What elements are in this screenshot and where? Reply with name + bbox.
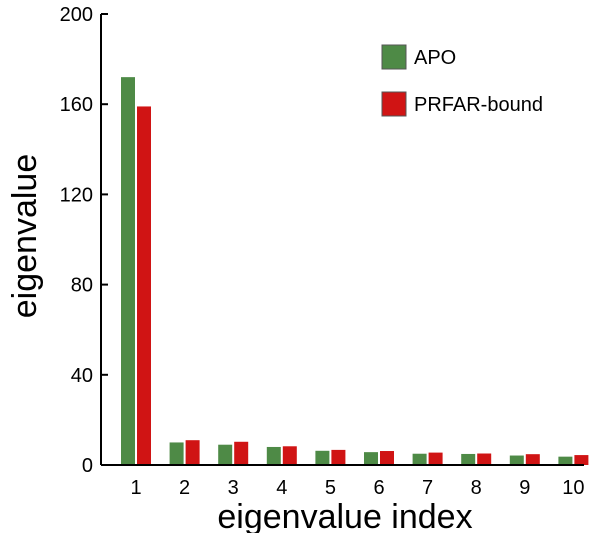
bar-prfar-bound-5 — [331, 449, 346, 465]
y-tick-label: 160 — [60, 94, 93, 116]
bar-apo-1 — [121, 77, 135, 465]
legend-label-prfar-bound: PRFAR-bound — [414, 94, 543, 116]
bar-apo-4 — [266, 446, 281, 465]
bar-prfar-bound-6 — [380, 451, 394, 465]
bar-prfar-bound-7 — [428, 452, 443, 465]
bar-prfar-bound-3 — [234, 441, 249, 465]
x-tick-label: 5 — [325, 477, 336, 499]
y-tick-label: 200 — [60, 4, 93, 26]
bar-apo-9 — [509, 455, 524, 465]
bar-prfar-bound-2 — [185, 440, 200, 465]
bar-prfar-bound-8 — [477, 453, 492, 465]
bar-apo-10 — [558, 456, 573, 465]
legend-swatch-prfar-bound — [381, 91, 407, 117]
x-tick-label: 3 — [228, 477, 239, 499]
bar-prfar-bound-9 — [525, 454, 540, 465]
y-axis-tick-labels: 0 40 80 120 160 200 — [60, 4, 93, 477]
x-tick-label: 9 — [519, 477, 530, 499]
x-tick-label: 8 — [471, 477, 482, 499]
bar-prfar-bound-10 — [574, 455, 589, 465]
legend: APO PRFAR-bound — [381, 44, 543, 117]
x-axis-title: eigenvalue index — [217, 498, 472, 533]
bar-apo-8 — [461, 453, 476, 465]
x-axis-tick-labels: 1 2 3 4 5 6 7 8 9 10 — [130, 477, 584, 499]
bar-apo-7 — [412, 453, 427, 465]
legend-label-apo: APO — [414, 47, 456, 69]
y-tick-label: 40 — [71, 365, 93, 387]
x-tick-label: 6 — [373, 477, 384, 499]
legend-swatch-apo — [381, 44, 407, 70]
x-tick-label: 4 — [276, 477, 287, 499]
x-tick-label: 7 — [422, 477, 433, 499]
axis-ticks — [101, 13, 108, 466]
y-tick-label: 120 — [60, 184, 93, 206]
y-tick-label: 80 — [71, 275, 93, 297]
y-axis-title: eigenvalue — [6, 154, 44, 318]
bar-apo-6 — [364, 452, 378, 465]
y-tick-label: 0 — [82, 455, 93, 477]
x-tick-label: 10 — [562, 477, 584, 499]
bar-apo-5 — [315, 450, 330, 465]
x-tick-label: 2 — [179, 477, 190, 499]
bar-apo-3 — [218, 444, 233, 465]
bars — [121, 77, 589, 465]
x-tick-label: 1 — [130, 477, 141, 499]
bar-apo-2 — [169, 442, 184, 465]
bar-prfar-bound-4 — [282, 446, 297, 465]
bar-prfar-bound-1 — [137, 106, 151, 465]
